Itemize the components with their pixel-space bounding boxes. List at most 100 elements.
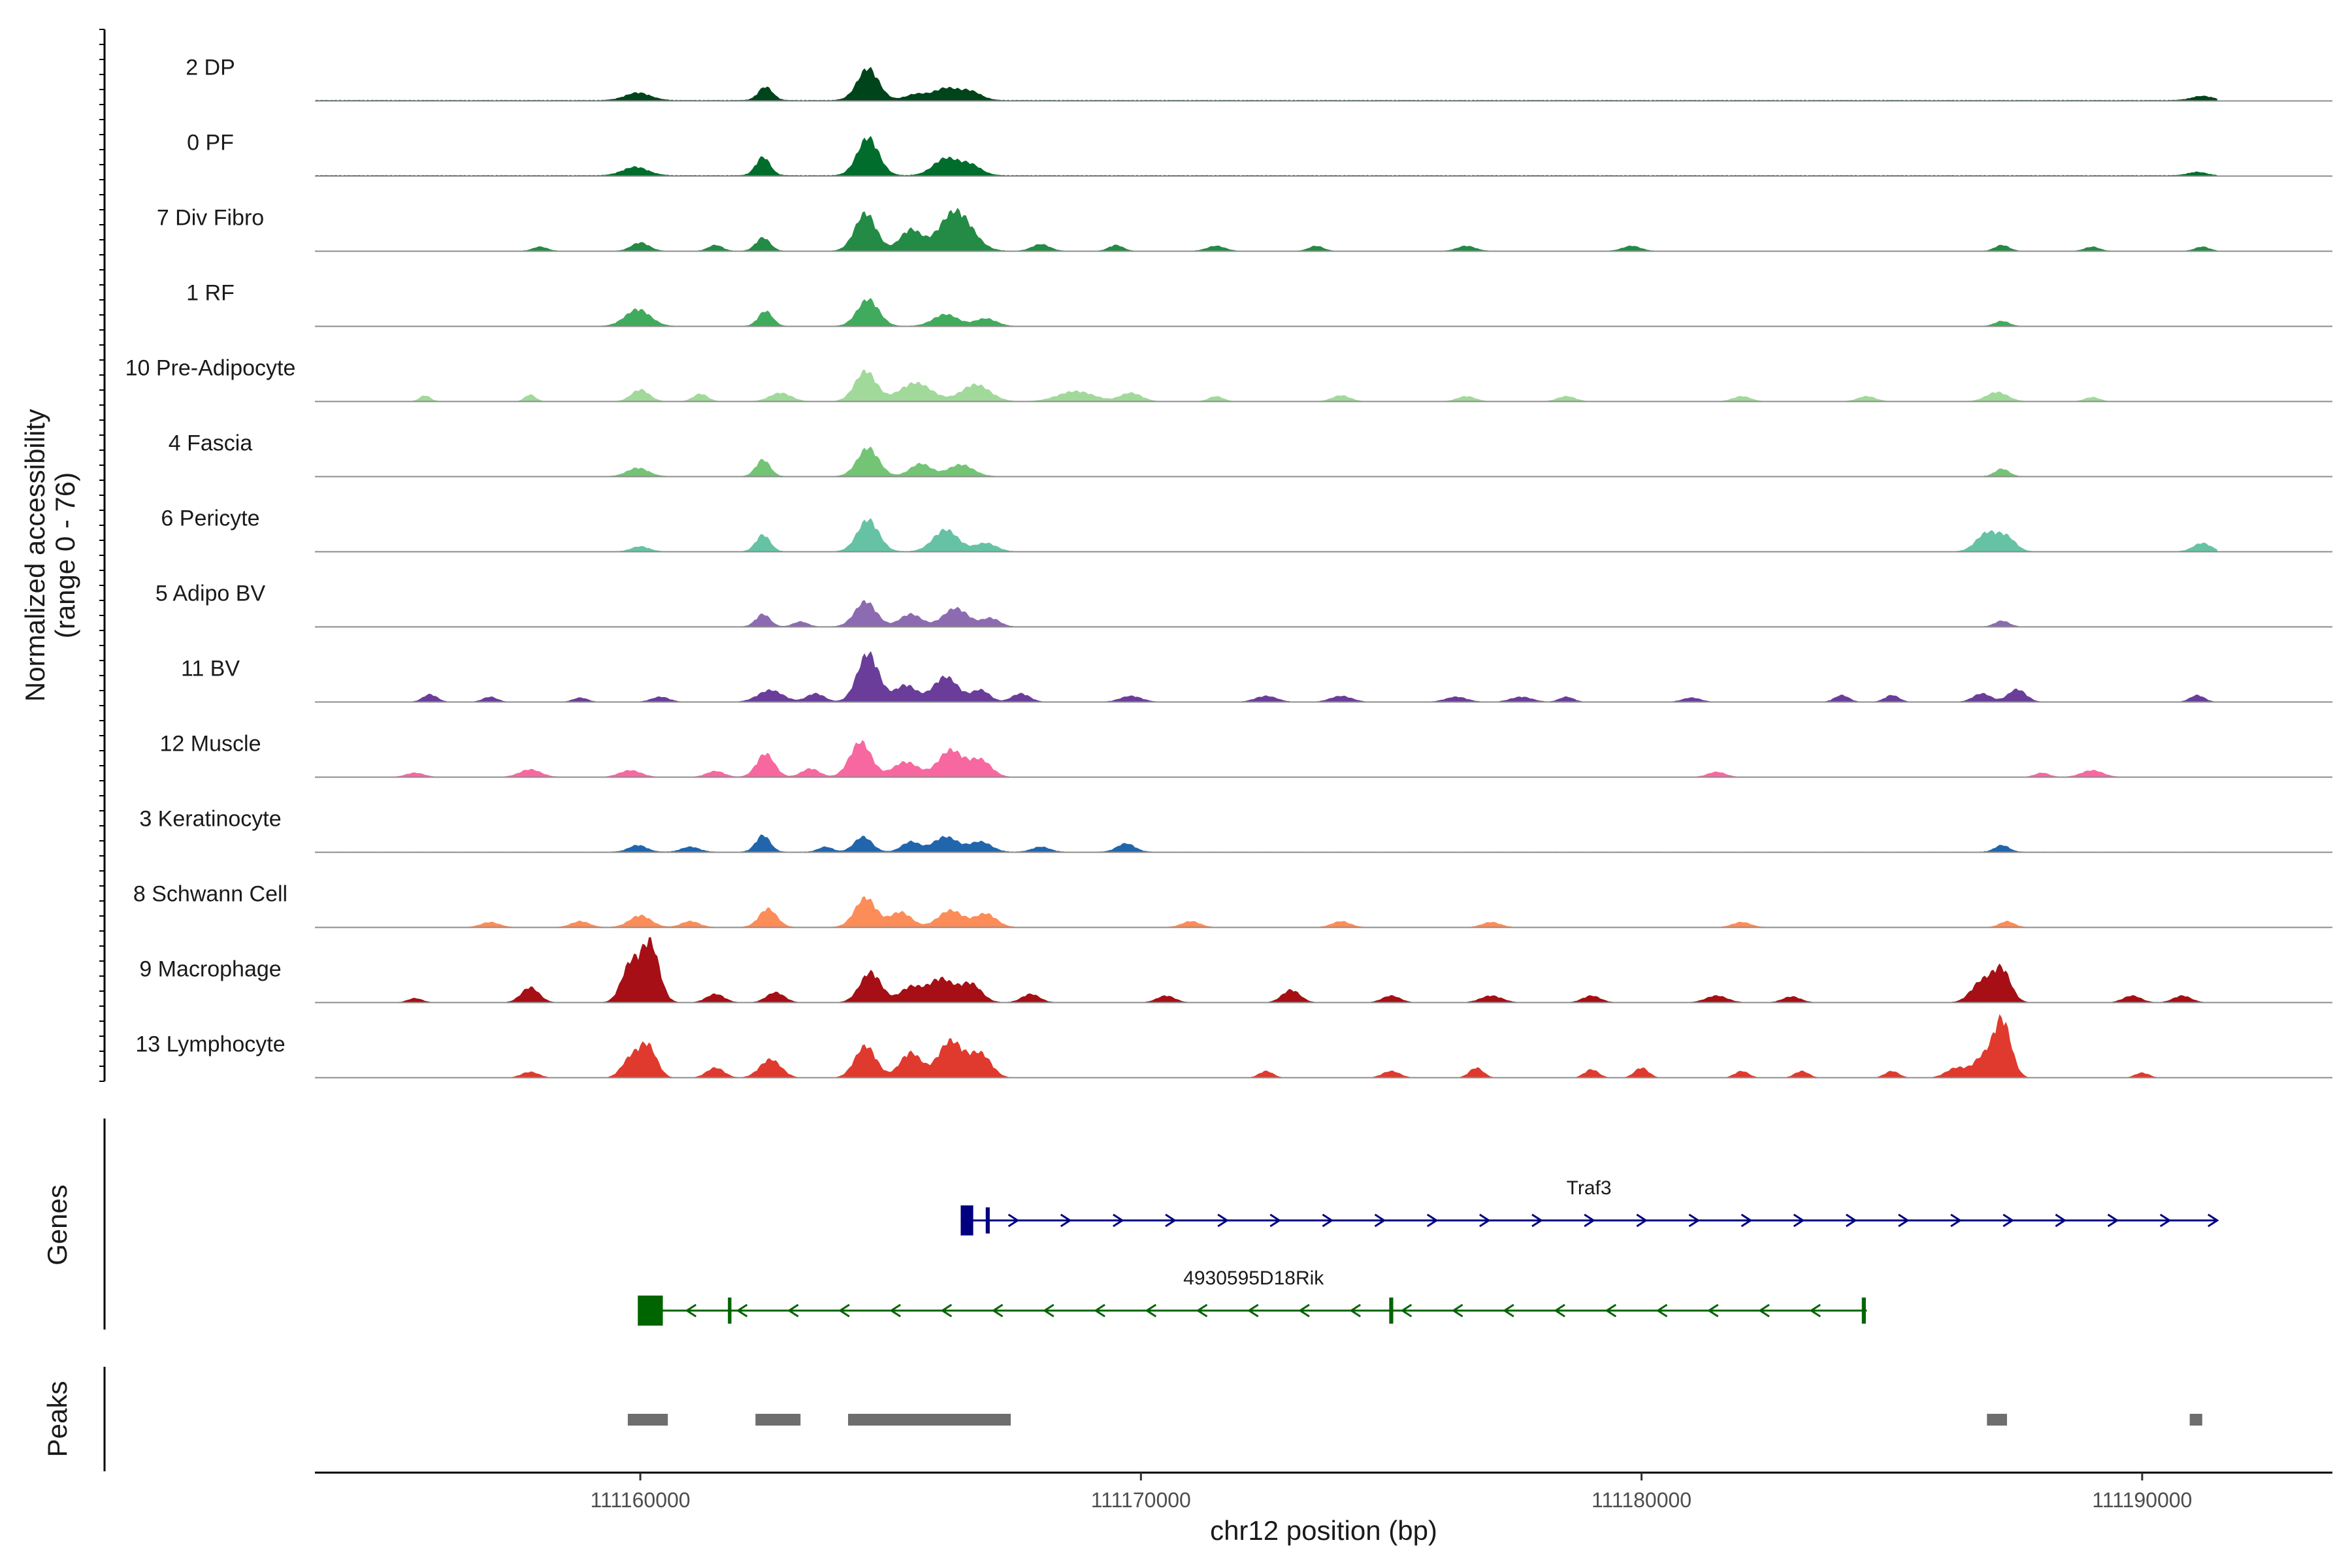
strand-chevron	[1269, 1213, 1282, 1228]
coverage-area	[315, 369, 2217, 402]
track-label: 5 Adipo BV	[155, 581, 266, 606]
track-label: 3 Keratinocyte	[139, 807, 281, 832]
track-11: 3 Keratinocyte	[139, 807, 2332, 853]
track-label: 10 Pre-Adipocyte	[125, 356, 296, 381]
gene-exon	[1389, 1298, 1394, 1324]
coverage-area	[315, 67, 2217, 101]
gene-exon	[638, 1296, 663, 1326]
track-13: 9 Macrophage	[139, 937, 2332, 1004]
x-axis: 111160000 111170000 111180000 111190000	[315, 1471, 2332, 1512]
coverage-area	[315, 600, 2217, 627]
strand-chevron	[1758, 1303, 1770, 1318]
x-tick-label: 111180000	[1592, 1488, 1691, 1512]
coverage-area	[315, 651, 2217, 702]
y-axis	[99, 29, 106, 1082]
coverage-tracks: 2 DP 0 PF 7 Div Fibro 1 RF 10 Pre-Adipocyte 4…	[125, 56, 2332, 1079]
strand-chevron	[736, 1303, 748, 1318]
track-label: 9 Macrophage	[139, 957, 281, 982]
strand-chevron	[1503, 1303, 1514, 1318]
strand-chevron	[940, 1303, 953, 1318]
strand-chevron	[1094, 1303, 1105, 1318]
genes-title: Genes	[42, 1184, 73, 1266]
track-label: 0 PF	[187, 131, 234, 155]
y-axis-title-line: (range 0 - 76)	[50, 472, 80, 638]
track-9: 11 BV	[181, 651, 2332, 703]
gene-exon	[960, 1205, 973, 1235]
gene-name: 4930595D18Rik	[1183, 1267, 1324, 1289]
genes-track: Genes Traf3 4930595D18Rik	[42, 1119, 2219, 1330]
strand-chevron	[1636, 1213, 1648, 1228]
x-tick-label: 111190000	[2092, 1488, 2192, 1512]
strand-chevron	[1145, 1303, 1157, 1318]
track-label: 6 Pericyte	[161, 506, 259, 531]
strand-chevron	[685, 1303, 697, 1318]
coverage-area	[315, 518, 2217, 552]
gene-exon	[985, 1207, 990, 1233]
track-label: 7 Div Fibro	[157, 206, 264, 231]
strand-chevron	[2002, 1213, 2014, 1228]
coverage-area	[315, 298, 2217, 327]
gene-exon	[1861, 1298, 1866, 1324]
coverage-area	[315, 937, 2217, 1003]
track-10: 12 Muscle	[160, 732, 2332, 778]
track-4: 1 RF	[186, 281, 2332, 327]
x-tick-label: 111170000	[1091, 1488, 1191, 1512]
strand-chevron	[1043, 1303, 1054, 1318]
track-label: 2 DP	[186, 56, 235, 80]
gene-Traf3: Traf3	[960, 1177, 2219, 1235]
strand-chevron	[991, 1303, 1004, 1318]
strand-chevron	[1165, 1213, 1177, 1228]
peak-region	[627, 1414, 668, 1426]
strand-chevron	[1196, 1303, 1208, 1318]
peak-region	[2189, 1414, 2202, 1426]
track-1: 2 DP	[186, 56, 2332, 102]
peak-region	[848, 1414, 1011, 1426]
coverage-area	[315, 446, 2217, 477]
coverage-area	[315, 1014, 2217, 1078]
track-12: 8 Schwann Cell	[133, 882, 2332, 928]
coverage-area	[315, 896, 2217, 928]
strand-chevron	[1898, 1213, 1910, 1228]
strand-chevron	[1217, 1213, 1229, 1228]
peaks-track: Peaks	[42, 1367, 2202, 1471]
strand-chevron	[1793, 1213, 1805, 1228]
strand-chevron	[1060, 1213, 1072, 1228]
coverage-area	[315, 135, 2217, 176]
coverage-area	[315, 740, 2217, 777]
y-axis-title-line: Normalized accessibility	[20, 409, 50, 702]
strand-chevron	[1007, 1213, 1020, 1228]
strand-chevron	[1426, 1213, 1439, 1228]
strand-chevron	[1531, 1213, 1543, 1228]
peaks-title: Peaks	[42, 1381, 73, 1458]
track-label: 1 RF	[186, 281, 235, 306]
strand-chevron	[1584, 1213, 1595, 1228]
gene-name: Traf3	[1567, 1177, 1612, 1199]
strand-chevron	[2055, 1213, 2067, 1228]
strand-chevron	[2107, 1213, 2119, 1228]
track-label: 12 Muscle	[160, 732, 261, 757]
strand-chevron	[1707, 1303, 1719, 1318]
strand-chevron	[2159, 1213, 2172, 1228]
track-label: 4 Fascia	[169, 431, 253, 456]
strand-chevron	[1605, 1303, 1617, 1318]
strand-chevron	[1451, 1303, 1463, 1318]
x-tick-label: 111160000	[591, 1488, 691, 1512]
track-8: 5 Adipo BV	[155, 581, 2332, 628]
gene-end-arrow	[2207, 1213, 2219, 1228]
gene-4930595D18Rik: 4930595D18Rik	[638, 1267, 1867, 1326]
strand-chevron	[1479, 1213, 1491, 1228]
track-3: 7 Div Fibro	[157, 206, 2332, 252]
coverage-area	[315, 834, 2217, 853]
strand-chevron	[1845, 1213, 1857, 1228]
coverage-area	[315, 208, 2217, 252]
peak-region	[1987, 1414, 2007, 1426]
track-label: 13 Lymphocyte	[135, 1032, 285, 1057]
strand-chevron	[889, 1303, 901, 1318]
strand-chevron	[1374, 1213, 1386, 1228]
track-6: 4 Fascia	[169, 431, 2332, 478]
track-5: 10 Pre-Adipocyte	[125, 356, 2332, 402]
strand-chevron	[1349, 1303, 1361, 1318]
strand-chevron	[1740, 1213, 1753, 1228]
strand-chevron	[838, 1303, 850, 1318]
gene-exon	[728, 1298, 732, 1324]
